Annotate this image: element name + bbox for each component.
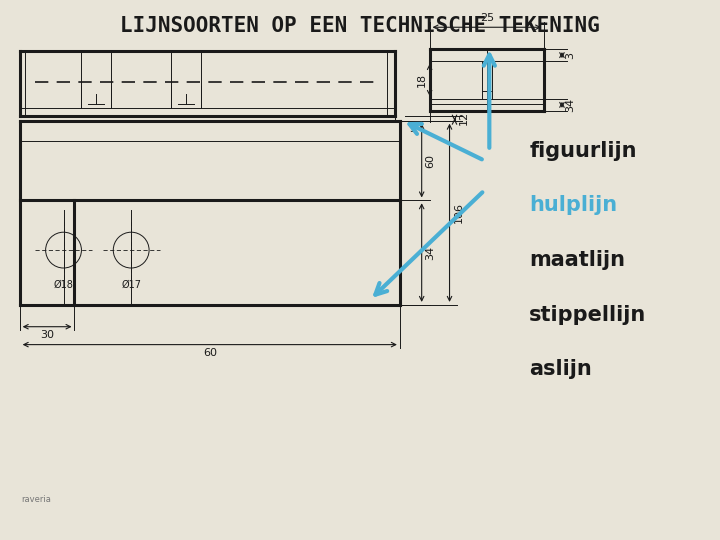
Text: aslijn: aslijn bbox=[529, 360, 592, 380]
Text: figuurlijn: figuurlijn bbox=[529, 140, 636, 160]
Text: 34: 34 bbox=[426, 246, 436, 260]
Text: 106: 106 bbox=[454, 202, 464, 224]
Text: hulplijn: hulplijn bbox=[529, 195, 617, 215]
Text: stippellijn: stippellijn bbox=[529, 305, 647, 325]
Text: 30: 30 bbox=[40, 330, 54, 340]
Text: Ø17: Ø17 bbox=[121, 280, 141, 290]
Text: 60: 60 bbox=[426, 153, 436, 167]
Text: raveria: raveria bbox=[22, 495, 52, 504]
Text: 60: 60 bbox=[203, 348, 217, 357]
Text: 18: 18 bbox=[417, 73, 427, 87]
Text: 25: 25 bbox=[480, 14, 494, 23]
Text: 3: 3 bbox=[565, 52, 575, 59]
Text: Ø18: Ø18 bbox=[53, 280, 73, 290]
Text: 3: 3 bbox=[409, 124, 415, 134]
Text: maatlijn: maatlijn bbox=[529, 250, 625, 270]
Text: 12: 12 bbox=[459, 111, 469, 125]
Text: 34: 34 bbox=[565, 98, 575, 112]
Text: LIJNSOORTEN OP EEN TECHNISCHE TEKENING: LIJNSOORTEN OP EEN TECHNISCHE TEKENING bbox=[120, 16, 600, 36]
